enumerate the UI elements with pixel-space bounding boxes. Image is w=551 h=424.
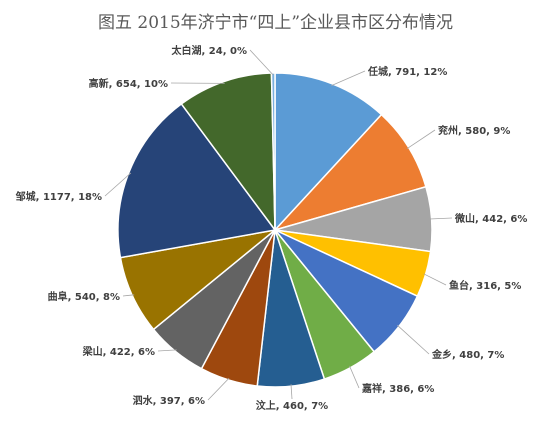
slice-label-11: 邹城, 1177, 18% [15,190,102,203]
data-labels: 任城, 791, 12% 兖州, 580, 9% 微山, 442, 6% 鱼台, 31… [15,44,528,412]
leader-lines [104,49,453,401]
leader-line-5 [397,324,430,355]
slice-label-8: 泗水, 397, 6% [133,394,205,407]
pie-slice-12 [180,72,276,233]
chart-title: 图五 2015年济宁市“四上”企业县市区分布情况 [97,13,454,33]
leader-line-7 [290,384,293,400]
pie-slice-1 [274,72,383,232]
slice-label-1: 任城, 791, 12% [367,65,447,78]
slice-label-9: 梁山, 422, 6% [82,345,155,358]
slice-label-6: 嘉祥, 386, 6% [361,382,434,395]
leader-line-9 [157,349,177,352]
leader-line-6 [349,365,360,389]
slice-label-10: 曲阜, 540, 8% [48,290,120,303]
slice-label-2: 兖州, 580, 9% [438,124,510,137]
leader-line-4 [423,273,447,286]
leader-line-1 [331,70,366,86]
pie-slices [117,72,433,388]
slice-label-12: 高新, 654, 10% [89,77,168,90]
leader-line-8 [207,377,230,401]
leader-line-13 [249,49,274,76]
leader-line-11 [104,172,132,197]
slice-label-5: 金乡, 480, 7% [431,348,504,361]
leader-line-2 [406,129,436,150]
slice-label-13: 太白湖, 24, 0% [171,44,247,57]
leader-line-3 [429,217,453,220]
leader-line-10 [122,294,135,297]
slice-label-4: 鱼台, 316, 5% [449,279,521,292]
slice-label-7: 汶上, 460, 7% [256,399,328,412]
slice-label-3: 微山, 442, 6% [454,212,527,225]
pie-slice-11 [117,102,277,259]
